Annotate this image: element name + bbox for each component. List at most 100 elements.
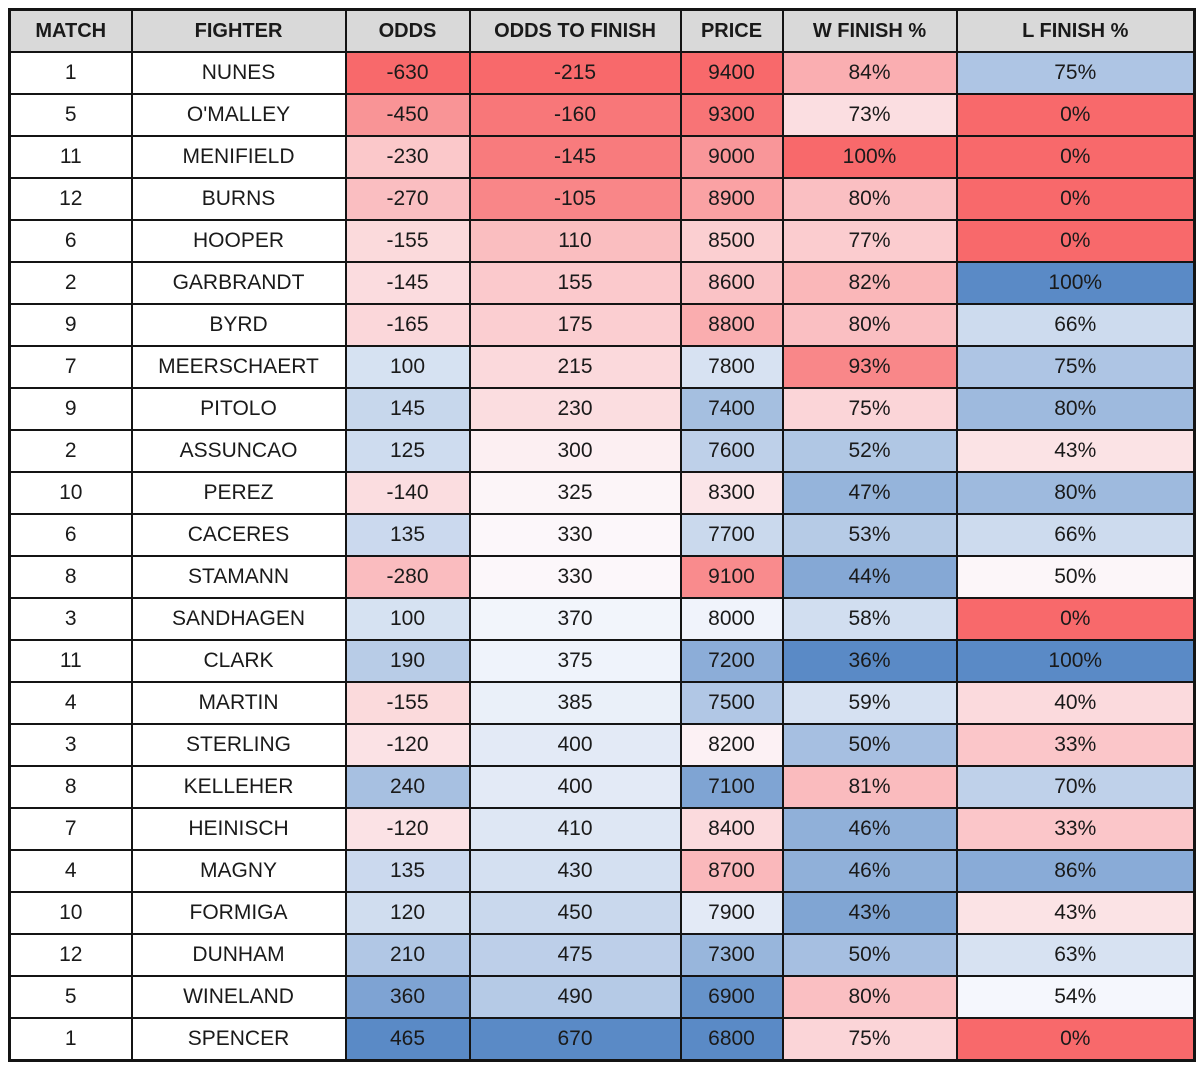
cell-price: 8800 <box>679 303 784 347</box>
cell-match: 4 <box>8 849 133 893</box>
cell-match: 3 <box>8 723 133 767</box>
cell-w_finish: 80% <box>781 177 958 221</box>
cell-price: 8700 <box>679 849 784 893</box>
cell-fighter: ASSUNCAO <box>130 429 347 473</box>
cell-l_finish: 50% <box>955 555 1196 599</box>
column-header-fighter: FIGHTER <box>130 8 347 53</box>
cell-match: 8 <box>8 555 133 599</box>
cell-odds_to_finish: -215 <box>468 51 682 95</box>
cell-odds: 100 <box>344 597 471 641</box>
cell-price: 6800 <box>679 1017 784 1062</box>
cell-match: 2 <box>8 429 133 473</box>
cell-odds_to_finish: 385 <box>468 681 682 725</box>
cell-odds: 135 <box>344 513 471 557</box>
cell-odds: -145 <box>344 261 471 305</box>
cell-fighter: BYRD <box>130 303 347 347</box>
cell-fighter: SPENCER <box>130 1017 347 1062</box>
cell-w_finish: 44% <box>781 555 958 599</box>
fighter-odds-table: MATCH FIGHTER ODDS ODDS TO FINISH PRICE W FIN… <box>8 8 1196 1062</box>
cell-fighter: KELLEHER <box>130 765 347 809</box>
cell-price: 6900 <box>679 975 784 1019</box>
cell-match: 4 <box>8 681 133 725</box>
column-header-l_finish: L FINISH % <box>955 8 1196 53</box>
cell-odds_to_finish: 450 <box>468 891 682 935</box>
cell-fighter: STAMANN <box>130 555 347 599</box>
cell-w_finish: 81% <box>781 765 958 809</box>
cell-odds_to_finish: -160 <box>468 93 682 137</box>
cell-l_finish: 66% <box>955 513 1196 557</box>
table-row: 8 KELLEHER 240 400 7100 81% 70% <box>8 765 1196 809</box>
cell-odds: -630 <box>344 51 471 95</box>
cell-l_finish: 75% <box>955 51 1196 95</box>
cell-l_finish: 63% <box>955 933 1196 977</box>
cell-fighter: SANDHAGEN <box>130 597 347 641</box>
cell-match: 11 <box>8 135 133 179</box>
cell-odds_to_finish: 375 <box>468 639 682 683</box>
cell-l_finish: 33% <box>955 723 1196 767</box>
cell-odds_to_finish: 400 <box>468 765 682 809</box>
cell-fighter: BURNS <box>130 177 347 221</box>
cell-l_finish: 70% <box>955 765 1196 809</box>
cell-price: 8500 <box>679 219 784 263</box>
cell-price: 8900 <box>679 177 784 221</box>
cell-odds: -450 <box>344 93 471 137</box>
cell-odds: -230 <box>344 135 471 179</box>
cell-l_finish: 0% <box>955 1017 1196 1062</box>
cell-w_finish: 46% <box>781 849 958 893</box>
table-body: 1 NUNES -630 -215 9400 84% 75% 5 O'MALLEY -450 -16… <box>8 51 1196 1062</box>
cell-l_finish: 75% <box>955 345 1196 389</box>
cell-match: 10 <box>8 471 133 515</box>
cell-match: 10 <box>8 891 133 935</box>
cell-odds_to_finish: 330 <box>468 555 682 599</box>
table-row: 2 GARBRANDT -145 155 8600 82% 100% <box>8 261 1196 305</box>
cell-w_finish: 73% <box>781 93 958 137</box>
table-row: 2 ASSUNCAO 125 300 7600 52% 43% <box>8 429 1196 473</box>
cell-odds_to_finish: 410 <box>468 807 682 851</box>
cell-l_finish: 33% <box>955 807 1196 851</box>
cell-price: 8600 <box>679 261 784 305</box>
cell-w_finish: 36% <box>781 639 958 683</box>
table-row: 10 PEREZ -140 325 8300 47% 80% <box>8 471 1196 515</box>
cell-w_finish: 52% <box>781 429 958 473</box>
cell-odds: -280 <box>344 555 471 599</box>
cell-l_finish: 0% <box>955 177 1196 221</box>
cell-price: 9400 <box>679 51 784 95</box>
column-header-match: MATCH <box>8 8 133 53</box>
cell-l_finish: 43% <box>955 429 1196 473</box>
cell-w_finish: 50% <box>781 723 958 767</box>
cell-l_finish: 80% <box>955 471 1196 515</box>
cell-w_finish: 47% <box>781 471 958 515</box>
cell-w_finish: 50% <box>781 933 958 977</box>
cell-odds: -140 <box>344 471 471 515</box>
cell-fighter: WINELAND <box>130 975 347 1019</box>
cell-price: 8000 <box>679 597 784 641</box>
cell-price: 7500 <box>679 681 784 725</box>
cell-l_finish: 54% <box>955 975 1196 1019</box>
table-row: 4 MARTIN -155 385 7500 59% 40% <box>8 681 1196 725</box>
cell-fighter: MARTIN <box>130 681 347 725</box>
cell-odds: 240 <box>344 765 471 809</box>
cell-odds_to_finish: 475 <box>468 933 682 977</box>
cell-price: 8400 <box>679 807 784 851</box>
cell-w_finish: 80% <box>781 303 958 347</box>
cell-odds: 120 <box>344 891 471 935</box>
cell-price: 7900 <box>679 891 784 935</box>
cell-odds: 135 <box>344 849 471 893</box>
cell-odds: 465 <box>344 1017 471 1062</box>
table-row: 11 CLARK 190 375 7200 36% 100% <box>8 639 1196 683</box>
cell-odds: -120 <box>344 723 471 767</box>
table-row: 5 O'MALLEY -450 -160 9300 73% 0% <box>8 93 1196 137</box>
cell-fighter: STERLING <box>130 723 347 767</box>
cell-odds_to_finish: 215 <box>468 345 682 389</box>
cell-l_finish: 100% <box>955 261 1196 305</box>
cell-match: 6 <box>8 219 133 263</box>
table-row: 8 STAMANN -280 330 9100 44% 50% <box>8 555 1196 599</box>
cell-l_finish: 80% <box>955 387 1196 431</box>
table-row: 3 STERLING -120 400 8200 50% 33% <box>8 723 1196 767</box>
cell-match: 1 <box>8 1017 133 1062</box>
cell-price: 8300 <box>679 471 784 515</box>
cell-fighter: PEREZ <box>130 471 347 515</box>
table-row: 4 MAGNY 135 430 8700 46% 86% <box>8 849 1196 893</box>
cell-price: 9300 <box>679 93 784 137</box>
